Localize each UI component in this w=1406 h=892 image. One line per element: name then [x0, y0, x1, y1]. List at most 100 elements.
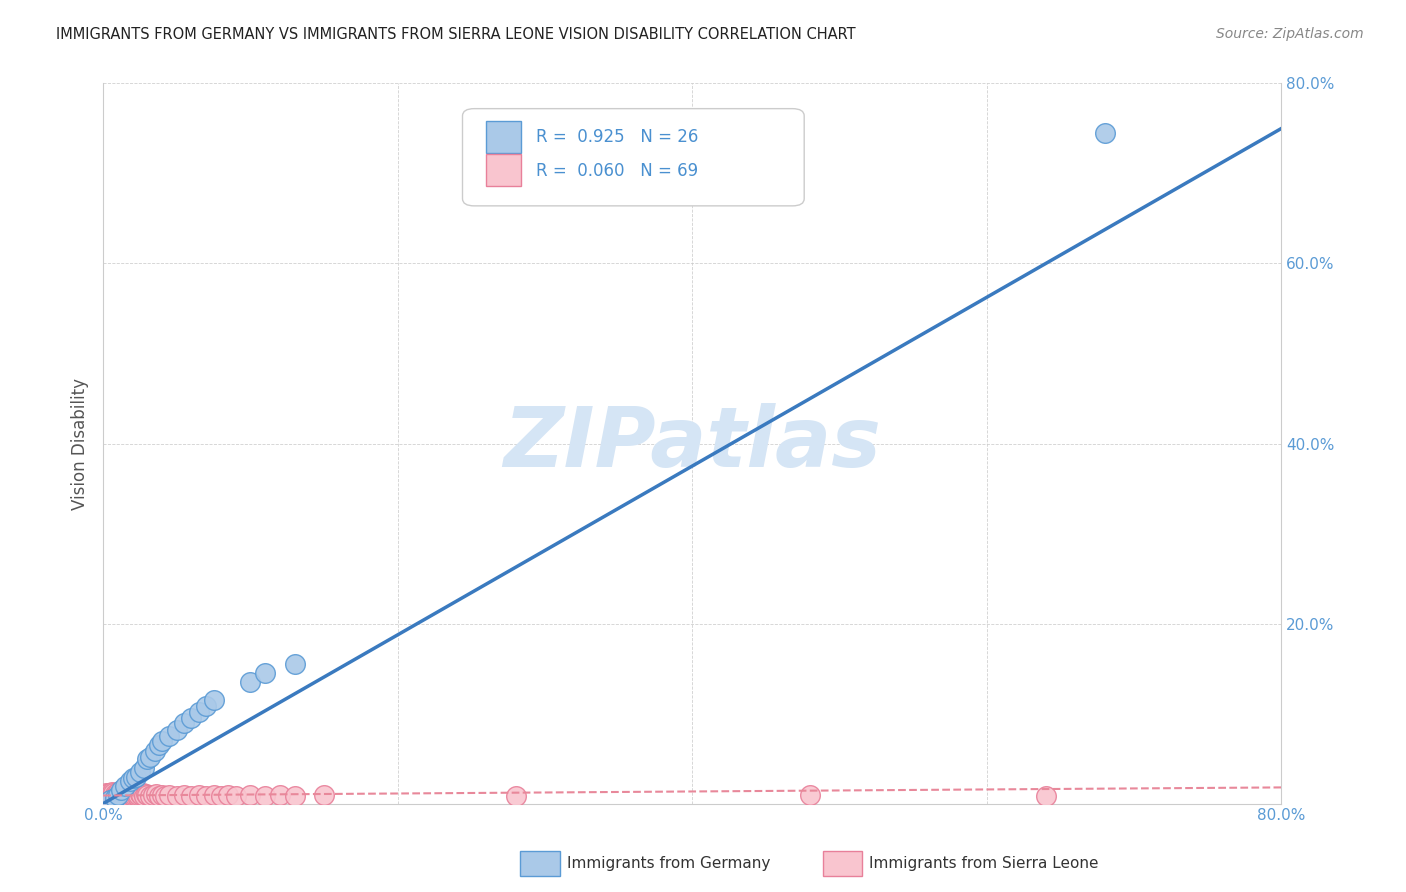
- Point: [173, 788, 195, 802]
- Point: [114, 779, 136, 793]
- Point: [110, 783, 132, 797]
- Point: [115, 788, 138, 802]
- Point: [187, 705, 209, 719]
- Point: [142, 788, 165, 802]
- Point: [166, 723, 188, 737]
- Point: [505, 789, 527, 803]
- Point: [103, 788, 125, 802]
- Text: Immigrants from Germany: Immigrants from Germany: [567, 856, 770, 871]
- Point: [94, 786, 117, 800]
- Point: [132, 786, 155, 800]
- Point: [121, 772, 143, 786]
- Point: [110, 788, 132, 802]
- FancyBboxPatch shape: [486, 121, 522, 153]
- Point: [107, 785, 129, 799]
- Point: [150, 733, 173, 747]
- Text: Immigrants from Sierra Leone: Immigrants from Sierra Leone: [869, 856, 1098, 871]
- Point: [118, 774, 141, 789]
- Point: [148, 789, 170, 803]
- Point: [239, 675, 262, 690]
- Point: [153, 789, 176, 803]
- Y-axis label: Vision Disability: Vision Disability: [72, 377, 89, 509]
- Point: [98, 789, 121, 803]
- Point: [114, 789, 136, 803]
- Point: [96, 789, 118, 804]
- Point: [134, 761, 156, 775]
- Point: [134, 789, 156, 803]
- Point: [98, 786, 121, 800]
- Point: [150, 788, 173, 802]
- Point: [122, 788, 145, 802]
- Point: [96, 787, 118, 801]
- Point: [114, 787, 136, 801]
- Point: [100, 788, 122, 802]
- Point: [124, 787, 146, 801]
- Point: [117, 789, 139, 803]
- Point: [103, 786, 125, 800]
- FancyBboxPatch shape: [463, 109, 804, 206]
- Text: Source: ZipAtlas.com: Source: ZipAtlas.com: [1216, 27, 1364, 41]
- Point: [121, 789, 143, 803]
- Point: [139, 789, 162, 803]
- Point: [202, 788, 225, 802]
- Point: [269, 788, 291, 802]
- Point: [127, 788, 149, 802]
- Point: [108, 787, 131, 801]
- Point: [148, 738, 170, 752]
- Point: [135, 787, 157, 801]
- Point: [217, 788, 239, 802]
- Point: [104, 787, 127, 801]
- Point: [93, 789, 115, 804]
- Point: [202, 693, 225, 707]
- Point: [111, 789, 134, 803]
- Point: [125, 789, 148, 803]
- Text: IMMIGRANTS FROM GERMANY VS IMMIGRANTS FROM SIERRA LEONE VISION DISABILITY CORREL: IMMIGRANTS FROM GERMANY VS IMMIGRANTS FR…: [56, 27, 856, 42]
- Point: [107, 788, 129, 802]
- Point: [254, 789, 277, 803]
- Point: [100, 790, 122, 805]
- Point: [136, 788, 159, 802]
- Point: [799, 788, 821, 802]
- Point: [101, 789, 124, 804]
- Point: [145, 787, 167, 801]
- Point: [110, 786, 132, 800]
- Point: [312, 788, 335, 802]
- Point: [105, 788, 128, 802]
- FancyBboxPatch shape: [486, 154, 522, 186]
- Point: [187, 788, 209, 802]
- Point: [104, 789, 127, 803]
- Point: [195, 789, 218, 803]
- Text: ZIPatlas: ZIPatlas: [503, 403, 882, 484]
- Point: [1035, 789, 1057, 803]
- Point: [105, 789, 128, 804]
- Point: [108, 789, 131, 804]
- Point: [129, 765, 152, 780]
- Point: [180, 789, 202, 803]
- Point: [157, 729, 180, 743]
- Text: R =  0.060   N = 69: R = 0.060 N = 69: [536, 161, 697, 179]
- Point: [111, 787, 134, 801]
- Point: [209, 789, 232, 803]
- Point: [120, 787, 142, 801]
- Point: [100, 793, 122, 807]
- Point: [284, 789, 307, 803]
- Point: [180, 711, 202, 725]
- Point: [157, 788, 180, 802]
- Point: [139, 749, 162, 764]
- Point: [239, 788, 262, 802]
- Point: [107, 789, 129, 803]
- Point: [1094, 126, 1116, 140]
- Point: [94, 788, 117, 802]
- Point: [104, 791, 127, 805]
- Point: [101, 785, 124, 799]
- Point: [115, 786, 138, 800]
- Point: [129, 787, 152, 801]
- Point: [124, 770, 146, 784]
- Point: [225, 789, 247, 803]
- Point: [112, 786, 135, 800]
- Point: [112, 788, 135, 802]
- Point: [284, 657, 307, 671]
- Point: [118, 788, 141, 802]
- Point: [195, 699, 218, 714]
- Point: [173, 715, 195, 730]
